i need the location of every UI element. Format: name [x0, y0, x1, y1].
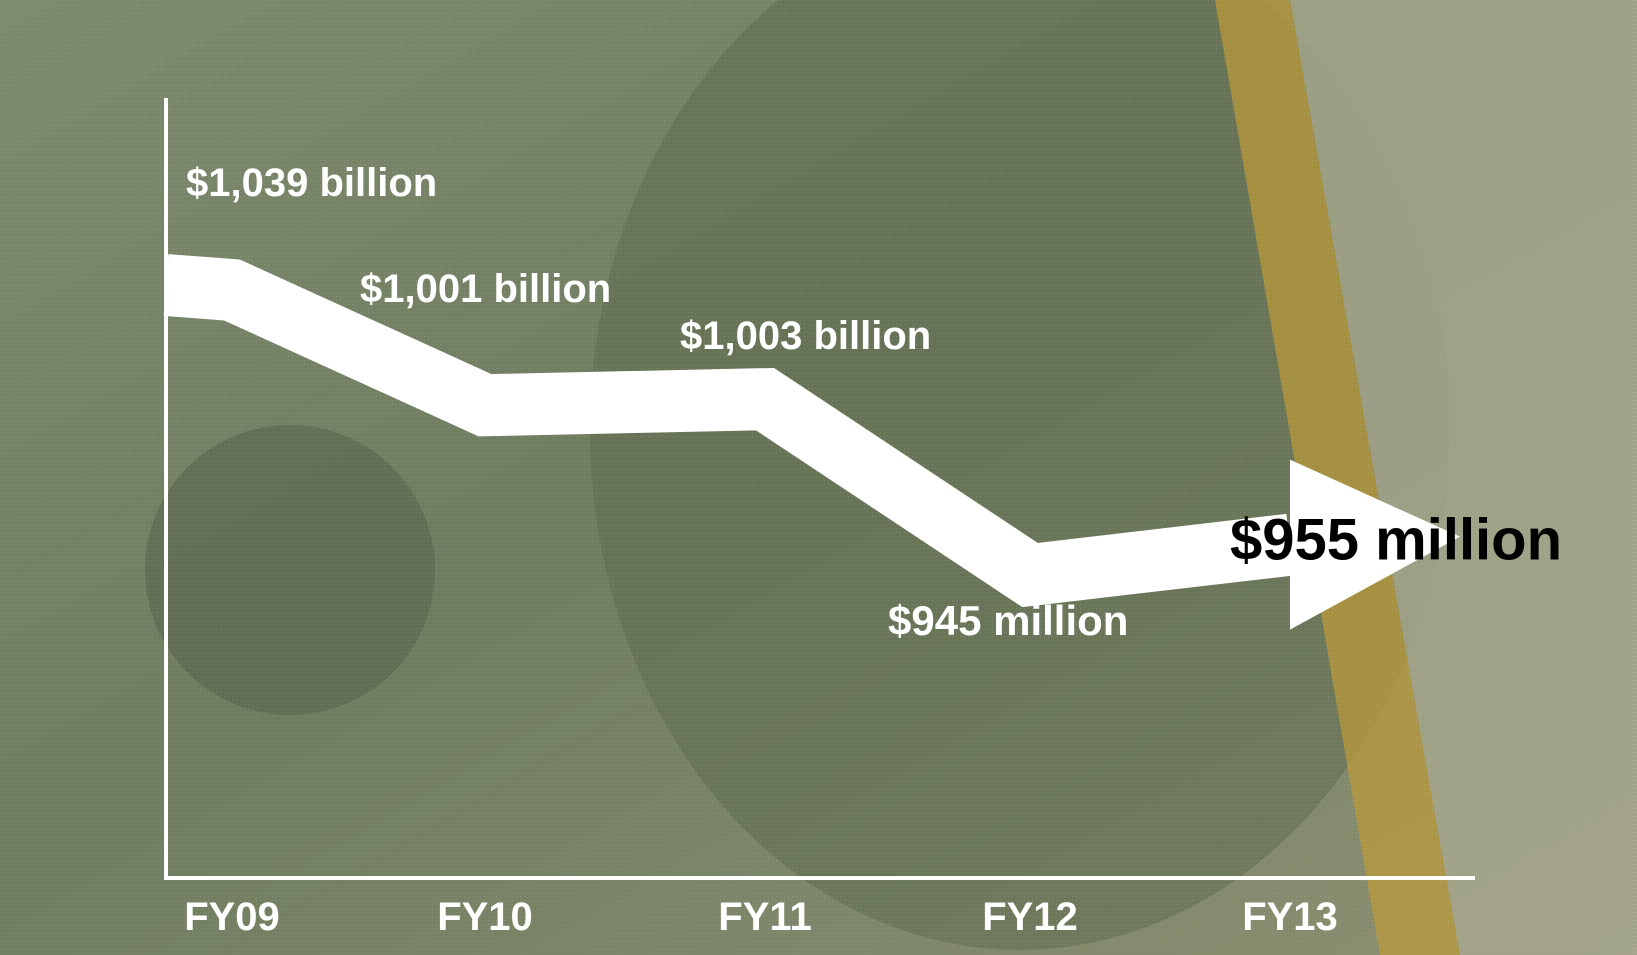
x-tick-label: FY13	[1242, 895, 1338, 939]
trend-line	[163, 254, 1294, 608]
value-label: $1,003 billion	[680, 314, 931, 358]
value-label: $945 million	[888, 597, 1128, 644]
value-label: $1,001 billion	[360, 267, 611, 311]
plot: FY09 FY10 FY11 FY12 FY13 $1,039 billion $1,001…	[163, 161, 1562, 939]
x-tick-label: FY09	[184, 895, 280, 939]
arrow-head	[1290, 459, 1460, 630]
value-label: $1,039 billion	[186, 161, 437, 205]
x-tick-label: FY11	[718, 895, 811, 939]
x-tick-label: FY10	[437, 895, 533, 939]
x-tick-label: FY12	[982, 895, 1078, 939]
value-label: $955 million	[1230, 508, 1562, 573]
